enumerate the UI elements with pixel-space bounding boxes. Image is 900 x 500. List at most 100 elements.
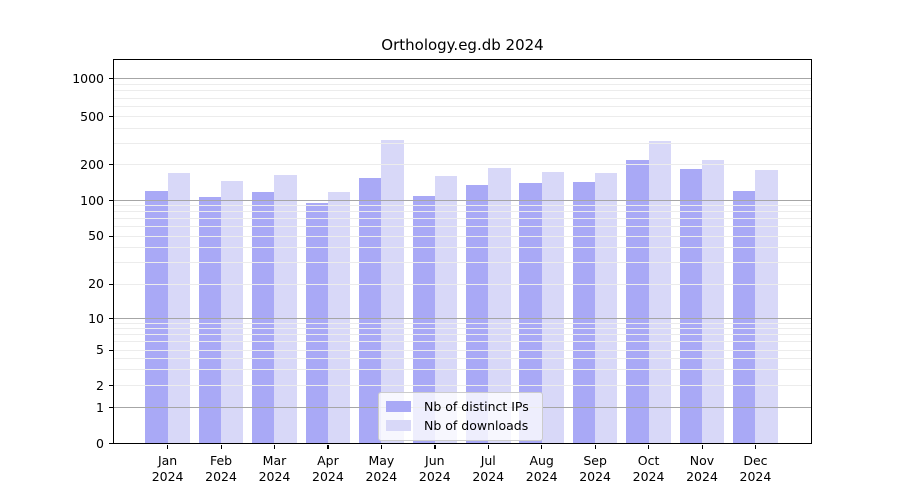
bar-downloads-dec — [755, 169, 778, 444]
x-tick-year: 2024 — [151, 469, 184, 484]
gridline-60 — [113, 226, 812, 228]
y-tick-mark-2 — [108, 385, 113, 387]
x-tick-label-dec: Dec 2024 — [725, 453, 785, 485]
x-tick-year: 2024 — [418, 469, 451, 484]
y-tick-label-500: 500 — [80, 108, 104, 124]
legend-swatch-distinct-ips — [386, 401, 411, 412]
bar-downloads-feb — [221, 181, 244, 444]
bar-downloads-mar — [274, 174, 297, 444]
y-tick-mark-0 — [108, 443, 113, 445]
x-tick-label-feb: Feb 2024 — [191, 453, 251, 485]
y-tick-label-200: 200 — [80, 156, 104, 172]
x-tick-label-aug: Aug 2024 — [512, 453, 572, 485]
x-tick-month: Jun — [425, 453, 445, 468]
gridline-300 — [113, 142, 812, 144]
bar-downloads-jan — [167, 172, 190, 444]
bar-downloads-apr — [327, 191, 351, 444]
x-tick-month: Apr — [317, 453, 339, 468]
y-tick-mark-5 — [108, 349, 113, 351]
x-tick-month: Sep — [583, 453, 607, 468]
y-tick-mark-20 — [108, 283, 113, 285]
x-tick-mark-nov — [701, 445, 703, 449]
bar-distinct-ips-jul — [465, 185, 489, 444]
gridline-7 — [113, 334, 812, 336]
x-tick-month: Jan — [157, 453, 178, 468]
y-tick-mark-1000 — [108, 78, 113, 80]
y-tick-mark-200 — [108, 164, 113, 166]
bar-distinct-ips-sep — [572, 181, 596, 444]
x-tick-mark-jul — [487, 445, 490, 449]
x-tick-year: 2024 — [525, 469, 558, 484]
x-tick-mark-sep — [594, 445, 596, 449]
x-tick-year: 2024 — [579, 469, 612, 484]
x-tick-label-sep: Sep 2024 — [565, 453, 625, 485]
x-tick-month: May — [368, 453, 395, 468]
gridline-1000 — [113, 78, 812, 79]
bar-downloads-may — [381, 139, 404, 444]
gridline-400 — [113, 127, 812, 129]
x-tick-mark-jun — [434, 445, 436, 449]
bar-downloads-jul — [488, 167, 511, 444]
gridline-5 — [113, 349, 812, 351]
x-tick-year: 2024 — [312, 469, 344, 484]
x-tick-year: 2024 — [472, 469, 505, 484]
bar-downloads-aug — [541, 172, 564, 444]
gridline-8 — [113, 328, 812, 330]
x-tick-year: 2024 — [258, 469, 291, 484]
x-tick-mark-feb — [220, 445, 222, 449]
x-tick-label-jul: Jul 2024 — [458, 453, 518, 485]
gridline-40 — [113, 247, 812, 249]
y-tick-label-1000: 1000 — [72, 70, 104, 86]
x-tick-label-jan: Jan 2024 — [138, 453, 198, 485]
y-tick-mark-100 — [108, 200, 113, 202]
legend-label: Nb of downloads — [424, 418, 529, 433]
y-tick-label-5: 5 — [96, 342, 104, 357]
gridline-4 — [113, 358, 812, 360]
y-tick-mark-50 — [108, 235, 113, 237]
x-tick-label-oct: Oct 2024 — [619, 453, 679, 485]
bar-distinct-ips-mar — [252, 191, 275, 444]
x-tick-month: Jul — [480, 453, 496, 468]
y-tick-mark-10 — [108, 318, 113, 320]
x-tick-month: Aug — [529, 453, 554, 468]
plot-area — [113, 59, 812, 444]
x-tick-year: 2024 — [205, 469, 237, 484]
gridline-200 — [113, 164, 812, 165]
gridline-20 — [113, 283, 812, 285]
x-tick-label-apr: Apr 2024 — [298, 453, 358, 485]
x-tick-year: 2024 — [365, 469, 398, 484]
legend-item-downloads: Nb of downloads — [379, 416, 542, 435]
gridline-500 — [113, 116, 812, 117]
bar-distinct-ips-may — [359, 177, 382, 444]
gridline-2 — [113, 385, 812, 386]
bar-downloads-oct — [648, 140, 671, 444]
gridline-9 — [113, 322, 812, 324]
gridline-800 — [113, 90, 812, 92]
x-tick-mark-mar — [273, 445, 276, 449]
x-tick-year: 2024 — [632, 469, 665, 484]
y-tick-label-0: 0 — [96, 435, 104, 451]
x-tick-mark-dec — [754, 445, 757, 449]
legend-item-distinct-ips: Nb of distinct IPs — [379, 397, 542, 416]
x-tick-month: Feb — [209, 453, 233, 468]
x-tick-month: Mar — [262, 453, 287, 468]
legend-label: Nb of distinct IPs — [424, 399, 529, 414]
gridline-900 — [113, 83, 812, 85]
bar-downloads-nov — [702, 159, 725, 444]
y-tick-label-2: 2 — [96, 377, 104, 393]
x-tick-mark-oct — [648, 445, 650, 449]
x-tick-month: Oct — [637, 453, 660, 468]
gridline-70 — [113, 218, 812, 220]
x-tick-label-mar: Mar 2024 — [244, 453, 304, 485]
x-tick-mark-aug — [541, 445, 543, 449]
gridline-3 — [113, 369, 812, 371]
gridline-6 — [113, 341, 812, 343]
y-tick-label-20: 20 — [88, 276, 104, 291]
x-tick-month: Nov — [689, 453, 715, 468]
gridline-100 — [113, 200, 812, 201]
x-tick-month: Dec — [743, 453, 768, 468]
gridline-50 — [113, 235, 812, 237]
x-tick-year: 2024 — [686, 469, 718, 484]
gridline-10 — [113, 318, 812, 319]
bar-distinct-ips-jun — [412, 195, 435, 444]
